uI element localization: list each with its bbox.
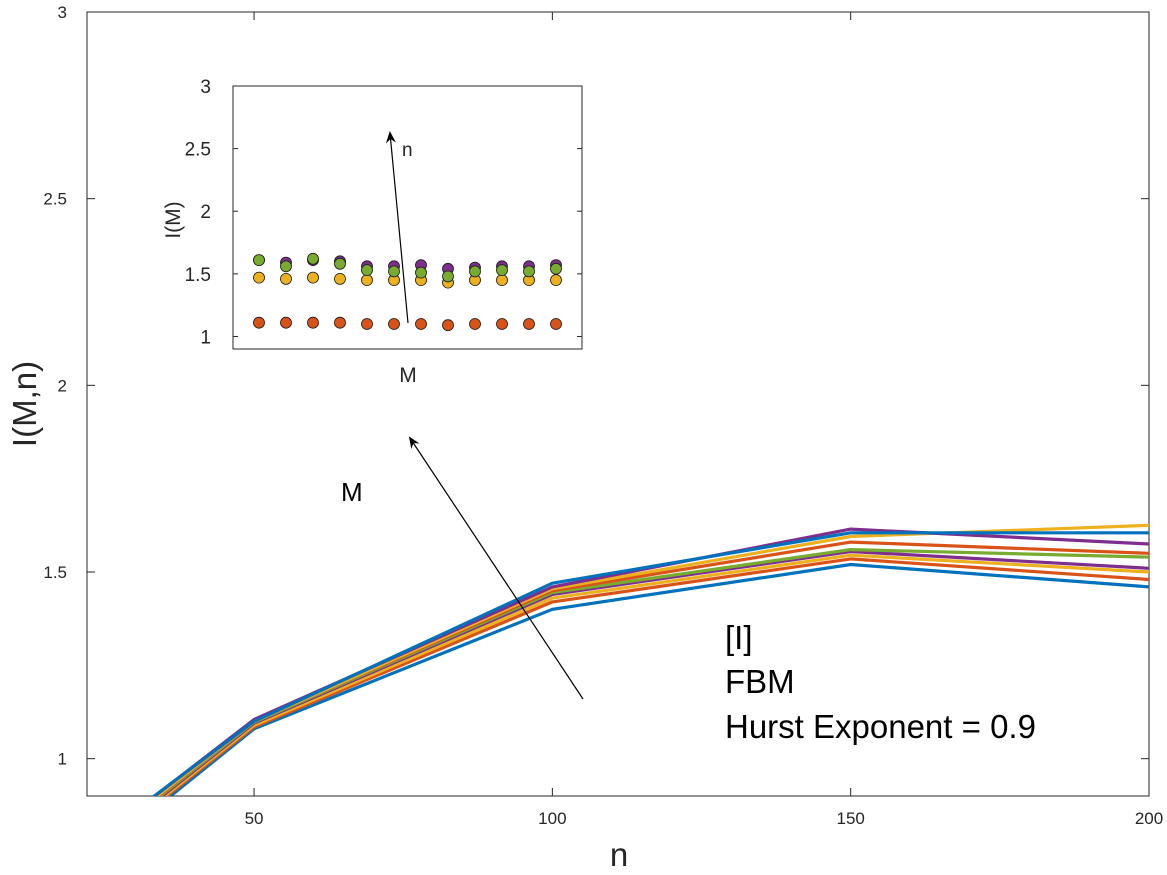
inset-data-point xyxy=(442,319,454,332)
inset-data-point xyxy=(469,318,481,330)
inset-data-point xyxy=(307,271,319,284)
inset-data-point xyxy=(361,318,373,330)
inset-arrow xyxy=(385,131,409,324)
inset-data-point xyxy=(496,318,508,330)
inset-data-point xyxy=(334,316,346,329)
x-tick-label: 50 xyxy=(245,809,264,828)
inset-y-tick-label: 3 xyxy=(200,77,211,98)
inset-data-point xyxy=(253,316,265,329)
y-tick-label: 1.5 xyxy=(43,563,67,582)
inset-data-point xyxy=(253,254,265,267)
y-tick-label: 2 xyxy=(58,376,67,395)
inset-data-point xyxy=(280,260,292,273)
inset-data-point xyxy=(550,274,562,287)
text-line-2: FBM xyxy=(725,663,795,700)
series-line xyxy=(167,562,1149,796)
x-tick-label: 150 xyxy=(836,809,864,828)
text-line-3: Hurst Exponent = 0.9 xyxy=(725,708,1036,745)
main-arrow xyxy=(408,436,584,700)
inset-data-point xyxy=(361,264,373,277)
main-y-axis-label: I(M,n) xyxy=(6,361,43,447)
inset-data-point xyxy=(442,270,454,283)
y-tick-label: 2.5 xyxy=(43,190,67,209)
inset-data-point xyxy=(550,262,562,275)
inset-y-tick-label: 2 xyxy=(200,202,211,223)
text-line-1: [I] xyxy=(725,619,753,656)
main-arrow-label: M xyxy=(341,477,363,507)
inset-data-point xyxy=(496,264,508,277)
inset-data-point xyxy=(388,318,400,330)
inset-data-point xyxy=(388,265,400,278)
series-line xyxy=(151,531,1149,796)
inset-x-axis-label: M xyxy=(399,364,417,387)
inset-data-point xyxy=(469,265,481,278)
inset-data-point xyxy=(334,272,346,285)
inset-data-point xyxy=(280,316,292,329)
inset-data-point xyxy=(496,274,508,287)
inset-data-point xyxy=(307,252,319,265)
main-series xyxy=(151,523,1149,796)
main-x-axis-label: n xyxy=(610,836,628,873)
y-tick-label: 1 xyxy=(58,750,67,769)
x-tick-label: 200 xyxy=(1135,809,1163,828)
inset-points xyxy=(253,252,562,332)
inset-data-point xyxy=(523,318,535,330)
inset-y-tick-label: 1.5 xyxy=(185,265,211,286)
inset-data-point xyxy=(280,272,292,285)
inset-data-point xyxy=(415,318,427,330)
inset-data-point xyxy=(307,316,319,329)
inset-y-tick-label: 1 xyxy=(200,327,211,348)
inset-ticks: 1 1.5 2 2.5 3 xyxy=(185,77,582,348)
inset-data-point xyxy=(334,257,346,270)
inset-plot-area xyxy=(232,85,583,350)
x-tick-label: 100 xyxy=(538,809,566,828)
inset-y-tick-label: 2.5 xyxy=(185,140,211,161)
y-tick-label: 3 xyxy=(58,3,67,22)
inset-data-point xyxy=(415,266,427,279)
inset-y-axis-label: I(M) xyxy=(162,201,185,238)
inset-data-point xyxy=(550,318,562,330)
inset-data-point xyxy=(523,265,535,278)
inset-data-point xyxy=(361,274,373,287)
inset-arrow-label: n xyxy=(402,140,413,161)
inset-data-point xyxy=(253,271,265,284)
